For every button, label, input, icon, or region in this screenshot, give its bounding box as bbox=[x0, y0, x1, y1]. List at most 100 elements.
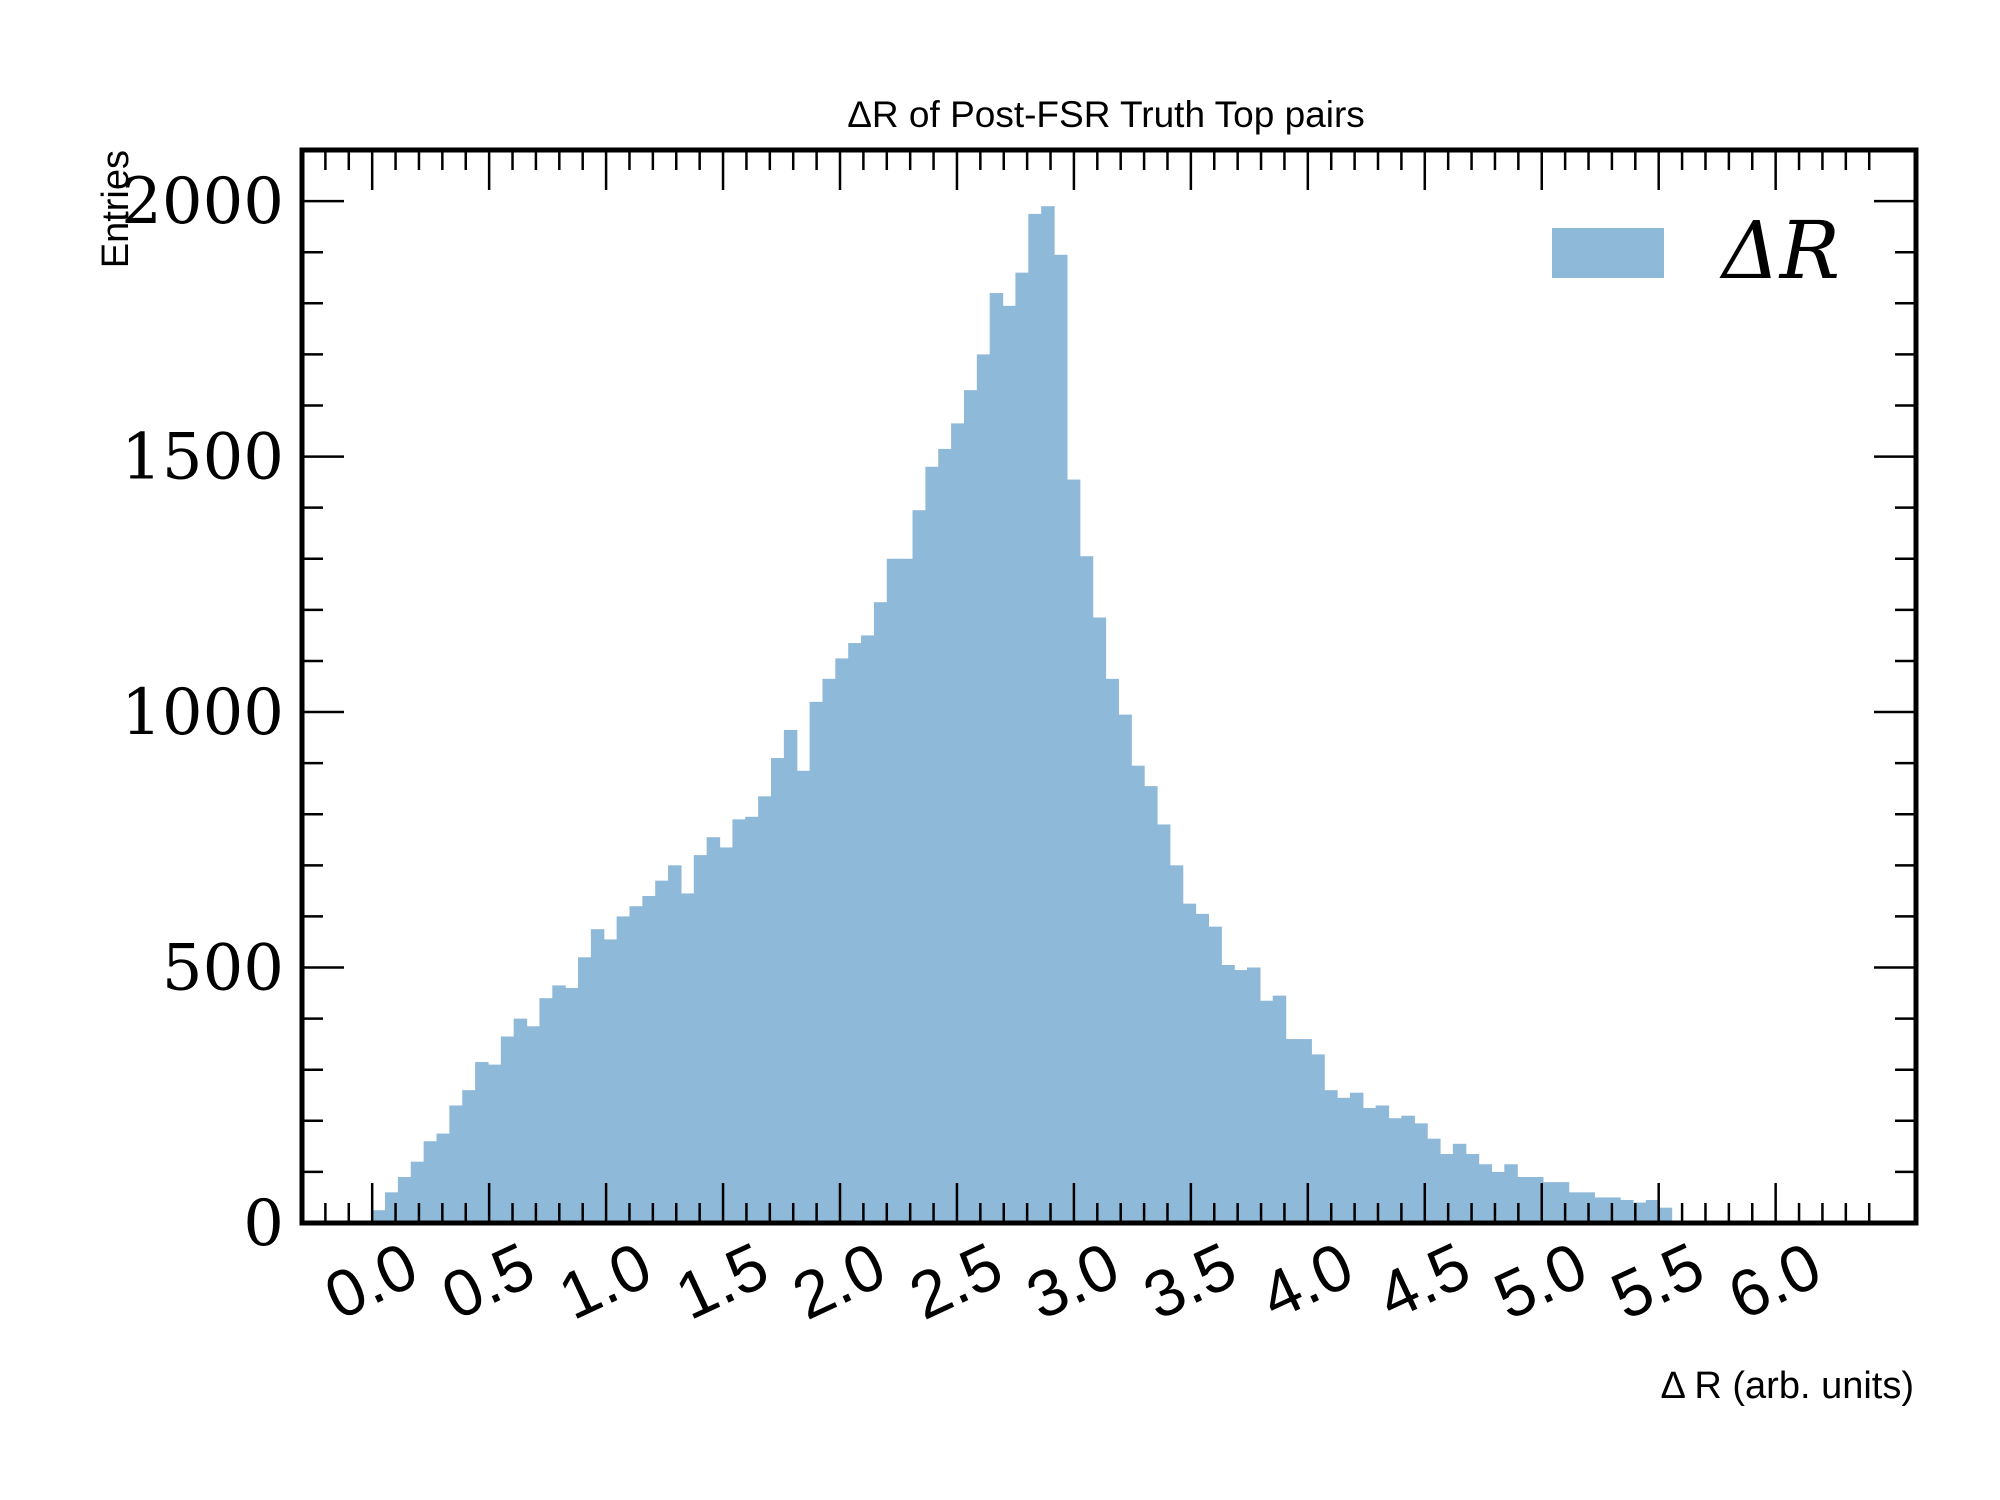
histogram-bar bbox=[552, 985, 566, 1223]
histogram-bar bbox=[372, 1210, 386, 1223]
histogram-bar bbox=[1272, 995, 1287, 1223]
histogram-bar bbox=[423, 1141, 438, 1223]
histogram-bar bbox=[899, 558, 914, 1223]
histogram-bar bbox=[1337, 1097, 1351, 1223]
x-tick-label: 2.0 bbox=[781, 1228, 895, 1334]
histogram-bar bbox=[462, 1090, 476, 1223]
histogram-bar bbox=[629, 906, 643, 1223]
histogram-bar bbox=[1452, 1143, 1467, 1223]
histogram-bar bbox=[1658, 1207, 1673, 1223]
histogram-bar bbox=[835, 658, 849, 1223]
plot-frame bbox=[299, 147, 1919, 1226]
histogram-bar bbox=[706, 837, 721, 1223]
histogram-bar bbox=[565, 987, 579, 1223]
histogram-bar bbox=[513, 1018, 528, 1223]
histogram-bar bbox=[1607, 1197, 1621, 1223]
y-tick-label: 0 bbox=[243, 1187, 284, 1261]
histogram-bar bbox=[410, 1161, 425, 1223]
histogram-bar bbox=[1388, 1118, 1402, 1223]
legend-label: ΔR bbox=[1719, 204, 1840, 297]
histogram-bar bbox=[668, 865, 682, 1223]
histogram-bar bbox=[1349, 1092, 1364, 1223]
histogram-bar bbox=[603, 939, 618, 1223]
histogram-bar bbox=[1555, 1182, 1570, 1223]
histogram-bar bbox=[1620, 1200, 1634, 1223]
x-tick-label: 3.5 bbox=[1132, 1228, 1246, 1334]
histogram-bar bbox=[475, 1062, 489, 1223]
x-tick-label: 4.0 bbox=[1249, 1228, 1363, 1334]
histogram-bar bbox=[912, 510, 926, 1224]
histogram-bar bbox=[873, 602, 888, 1223]
histogram-bar bbox=[938, 448, 952, 1223]
histogram-bar bbox=[487, 1064, 502, 1223]
histogram-bar bbox=[1439, 1154, 1454, 1223]
histogram-bar bbox=[848, 643, 862, 1223]
histogram-bar bbox=[578, 957, 592, 1223]
histogram-bar bbox=[783, 729, 798, 1223]
histogram-bar bbox=[1131, 765, 1145, 1223]
histogram-bar bbox=[1465, 1154, 1480, 1223]
histogram-bar bbox=[796, 770, 811, 1223]
histogram-bar bbox=[771, 758, 785, 1223]
histogram-bar bbox=[1298, 1039, 1312, 1223]
histogram-bar bbox=[655, 880, 669, 1223]
x-tick-label: 0.5 bbox=[431, 1228, 545, 1334]
x-tick-label: 1.0 bbox=[548, 1228, 662, 1334]
histogram-bar bbox=[963, 390, 978, 1223]
histogram-bar bbox=[976, 354, 991, 1223]
histogram-bar bbox=[500, 1036, 515, 1223]
x-tick-label: 5.0 bbox=[1483, 1228, 1597, 1334]
histogram-bar bbox=[1092, 617, 1107, 1223]
histogram-bar bbox=[732, 819, 746, 1223]
histogram-bar bbox=[989, 293, 1004, 1223]
histogram-bar bbox=[1015, 272, 1029, 1223]
x-axis-label: Δ R (arb. units) bbox=[1661, 1365, 1914, 1407]
x-tick-label: 5.5 bbox=[1600, 1228, 1714, 1334]
histogram-bar bbox=[1568, 1192, 1583, 1223]
histogram-bar bbox=[925, 466, 939, 1223]
x-tick-label: 0.0 bbox=[314, 1228, 428, 1334]
histogram-bar bbox=[1401, 1115, 1415, 1223]
y-axis-label: Entries bbox=[95, 150, 137, 268]
histogram-bar bbox=[1375, 1105, 1390, 1223]
histogram-bar bbox=[1427, 1138, 1441, 1223]
histogram-bar bbox=[1478, 1164, 1493, 1223]
histogram-bar bbox=[1491, 1171, 1505, 1223]
histogram-bar bbox=[1118, 714, 1132, 1223]
histogram-bar bbox=[822, 678, 836, 1223]
histogram-bar bbox=[1221, 964, 1235, 1223]
histogram-bar bbox=[590, 929, 605, 1223]
histogram-bar bbox=[1247, 967, 1261, 1223]
histogram-bar bbox=[1182, 903, 1197, 1223]
x-tick-label: 6.0 bbox=[1717, 1228, 1831, 1334]
histogram-bar bbox=[642, 895, 656, 1223]
histogram-bar bbox=[886, 558, 901, 1223]
x-tick-label: 3.0 bbox=[1015, 1228, 1129, 1334]
histogram-bar bbox=[1054, 254, 1068, 1223]
histogram-bar bbox=[1324, 1090, 1338, 1223]
histogram-bar bbox=[1195, 913, 1210, 1223]
x-tick-label: 2.5 bbox=[898, 1228, 1012, 1334]
histogram-bar bbox=[719, 847, 733, 1223]
x-tick-label: 4.5 bbox=[1366, 1228, 1480, 1334]
histogram-bar bbox=[1002, 305, 1017, 1224]
histogram-bar bbox=[449, 1105, 463, 1223]
histogram-bar bbox=[680, 893, 695, 1223]
histogram-bar bbox=[1504, 1164, 1518, 1223]
histogram-bar bbox=[951, 423, 965, 1223]
histogram-bar bbox=[1156, 824, 1171, 1223]
histogram-bar bbox=[1285, 1039, 1300, 1223]
histogram-bar bbox=[539, 998, 553, 1223]
axis-ticks bbox=[302, 148, 1916, 1225]
histogram-bar bbox=[526, 1026, 541, 1223]
histogram-bar bbox=[1028, 213, 1042, 1223]
histogram-bar bbox=[861, 635, 875, 1223]
histogram-bar bbox=[758, 796, 772, 1223]
histogram-bar bbox=[1645, 1200, 1660, 1223]
histogram-bar bbox=[745, 816, 759, 1223]
histogram-bar bbox=[1259, 1000, 1274, 1223]
y-tick-labels: 0 500 1000 1500 2000 bbox=[121, 165, 284, 1261]
histogram-bar bbox=[1066, 479, 1081, 1223]
x-tick-label: 1.5 bbox=[664, 1228, 778, 1334]
